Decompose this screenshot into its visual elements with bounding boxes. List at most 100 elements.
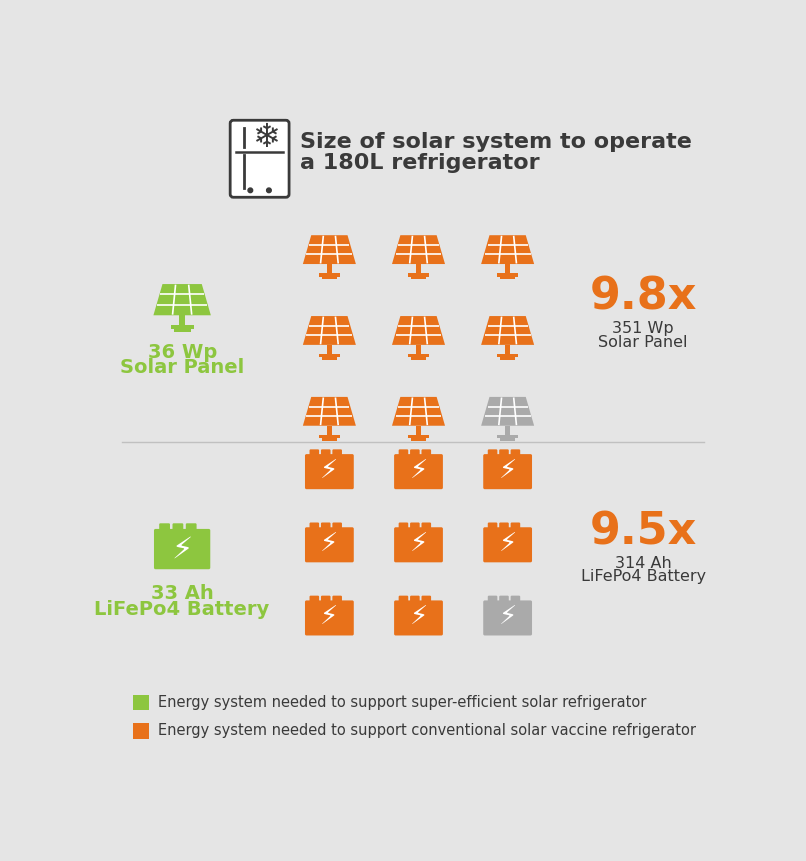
Bar [411, 276, 426, 279]
Text: ⚡: ⚡ [320, 605, 339, 631]
Bar [319, 435, 340, 438]
FancyBboxPatch shape [511, 523, 520, 530]
FancyBboxPatch shape [422, 523, 431, 530]
Bar [505, 264, 510, 274]
Polygon shape [481, 397, 534, 425]
Text: 9.5x: 9.5x [589, 511, 697, 554]
Text: ⚡: ⚡ [409, 532, 428, 558]
FancyBboxPatch shape [305, 600, 354, 635]
FancyBboxPatch shape [399, 523, 408, 530]
Bar [505, 345, 510, 355]
FancyBboxPatch shape [484, 454, 532, 489]
Text: LiFePo4 Battery: LiFePo4 Battery [94, 600, 270, 619]
Bar [322, 276, 337, 279]
FancyBboxPatch shape [422, 449, 431, 457]
FancyBboxPatch shape [332, 523, 342, 530]
Text: ⚡: ⚡ [409, 459, 428, 485]
Text: Energy system needed to support conventional solar vaccine refrigerator: Energy system needed to support conventi… [158, 723, 696, 739]
FancyBboxPatch shape [332, 449, 342, 457]
Bar [411, 357, 426, 360]
Bar [327, 264, 332, 274]
Text: 314 Ah: 314 Ah [615, 555, 671, 571]
Bar [327, 425, 332, 435]
FancyBboxPatch shape [422, 596, 431, 603]
Text: Solar Panel: Solar Panel [120, 358, 244, 377]
Circle shape [248, 188, 252, 193]
FancyBboxPatch shape [488, 596, 497, 603]
FancyBboxPatch shape [488, 523, 497, 530]
FancyBboxPatch shape [399, 449, 408, 457]
Bar [500, 438, 516, 441]
FancyBboxPatch shape [488, 449, 497, 457]
Bar [497, 355, 518, 357]
FancyBboxPatch shape [499, 449, 509, 457]
Bar [416, 264, 421, 274]
Text: ⚡: ⚡ [498, 605, 517, 631]
FancyBboxPatch shape [394, 527, 443, 562]
FancyBboxPatch shape [410, 449, 420, 457]
FancyBboxPatch shape [332, 596, 342, 603]
FancyBboxPatch shape [172, 523, 183, 531]
FancyBboxPatch shape [321, 596, 330, 603]
Polygon shape [303, 397, 356, 425]
FancyBboxPatch shape [410, 523, 420, 530]
Text: Energy system needed to support super-efficient solar refrigerator: Energy system needed to support super-ef… [158, 695, 646, 709]
FancyBboxPatch shape [160, 523, 170, 531]
Bar [408, 355, 429, 357]
Bar [180, 315, 185, 325]
Bar [497, 435, 518, 438]
Polygon shape [392, 397, 445, 425]
Bar [173, 329, 190, 331]
FancyBboxPatch shape [305, 527, 354, 562]
Text: ⚡: ⚡ [172, 535, 193, 564]
Bar [500, 357, 516, 360]
FancyBboxPatch shape [410, 596, 420, 603]
FancyBboxPatch shape [484, 600, 532, 635]
Text: Solar Panel: Solar Panel [599, 335, 688, 350]
Polygon shape [481, 235, 534, 264]
Polygon shape [303, 316, 356, 345]
Bar [327, 345, 332, 355]
FancyBboxPatch shape [499, 596, 509, 603]
FancyBboxPatch shape [321, 449, 330, 457]
Bar [408, 435, 429, 438]
FancyBboxPatch shape [231, 121, 289, 197]
FancyBboxPatch shape [305, 454, 354, 489]
Bar [416, 345, 421, 355]
FancyBboxPatch shape [186, 523, 197, 531]
Text: a 180L refrigerator: a 180L refrigerator [300, 152, 539, 172]
FancyBboxPatch shape [511, 449, 520, 457]
Text: ⚡: ⚡ [320, 532, 339, 558]
Text: Size of solar system to operate: Size of solar system to operate [300, 132, 692, 152]
FancyBboxPatch shape [499, 523, 509, 530]
Polygon shape [481, 316, 534, 345]
FancyBboxPatch shape [310, 449, 319, 457]
Bar [411, 438, 426, 441]
FancyBboxPatch shape [321, 523, 330, 530]
FancyBboxPatch shape [394, 454, 443, 489]
Text: ⚡: ⚡ [409, 605, 428, 631]
Text: ⚡: ⚡ [498, 532, 517, 558]
Bar [497, 274, 518, 276]
Text: ⚡: ⚡ [498, 459, 517, 485]
Bar [505, 425, 510, 435]
FancyBboxPatch shape [399, 596, 408, 603]
Text: 9.8x: 9.8x [589, 276, 697, 319]
Text: ❄: ❄ [251, 121, 280, 154]
FancyBboxPatch shape [310, 523, 319, 530]
Polygon shape [392, 316, 445, 345]
Bar [319, 355, 340, 357]
FancyBboxPatch shape [154, 529, 210, 569]
Bar [408, 274, 429, 276]
Text: 351 Wp: 351 Wp [613, 320, 674, 336]
Bar [500, 276, 516, 279]
Bar [133, 723, 149, 739]
FancyBboxPatch shape [310, 596, 319, 603]
FancyBboxPatch shape [484, 527, 532, 562]
Circle shape [267, 188, 272, 193]
Text: 33 Ah: 33 Ah [151, 585, 214, 604]
FancyBboxPatch shape [511, 596, 520, 603]
Text: LiFePo4 Battery: LiFePo4 Battery [580, 569, 706, 585]
Bar [319, 274, 340, 276]
Bar [171, 325, 193, 329]
